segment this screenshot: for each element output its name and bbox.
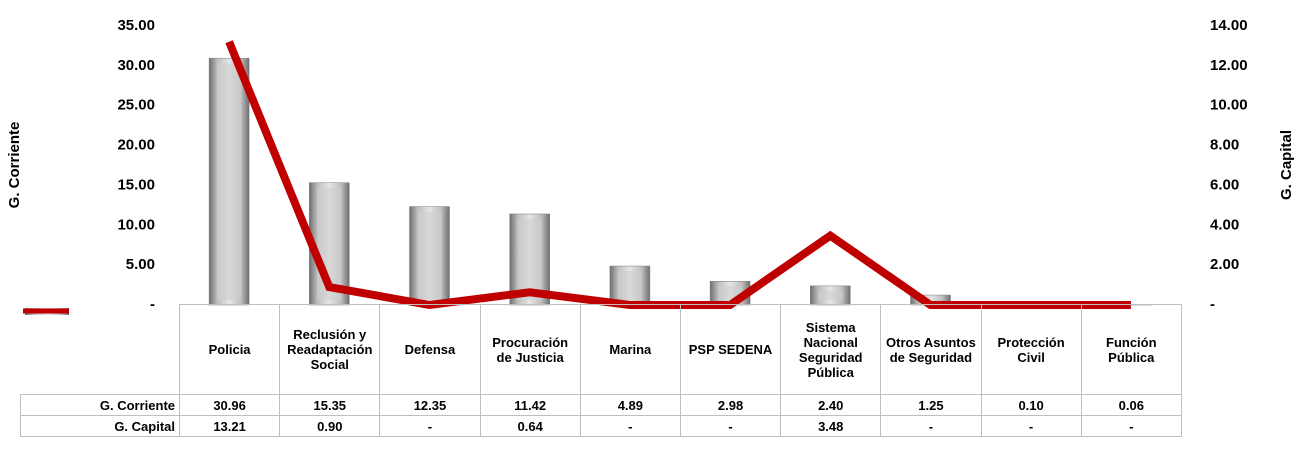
x-tick-label: Protección Civil xyxy=(980,304,1082,395)
y2-tick-label: 2.00 xyxy=(1210,256,1239,273)
y2-tick-label: 12.00 xyxy=(1210,57,1248,74)
data-label: - xyxy=(880,415,982,437)
y-tick-label: - xyxy=(150,296,155,313)
data-label: - xyxy=(1080,415,1182,437)
y2-tick-label: - xyxy=(1210,296,1215,313)
data-label: 12.35 xyxy=(379,394,481,416)
y-tick-label: 35.00 xyxy=(117,17,155,34)
bar-bevel xyxy=(617,271,642,300)
bar-bevel xyxy=(217,63,242,300)
y2-tick-label: 4.00 xyxy=(1210,216,1239,233)
bar-bevel xyxy=(818,290,843,300)
data-label: 3.48 xyxy=(780,415,882,437)
data-label: 4.89 xyxy=(579,394,681,416)
line xyxy=(225,40,1131,310)
y-axis-title: G. Corriente xyxy=(6,122,23,209)
legend-icon xyxy=(22,308,69,313)
legend-entry: G. Capital xyxy=(20,308,180,437)
y2-tick-label: 8.00 xyxy=(1210,137,1239,154)
data-label: - xyxy=(980,415,1082,437)
data-label: 0.64 xyxy=(479,415,581,437)
data-label: 13.21 xyxy=(178,415,281,437)
data-label: - xyxy=(679,415,782,437)
data-label: - xyxy=(379,415,481,437)
x-tick-label: Policia xyxy=(178,304,281,395)
bar-bevel xyxy=(417,211,442,300)
row: G. Capital 13.21 0.90-0.64- -3.48- - - xyxy=(20,308,1182,437)
x-tick-label: Función Pública xyxy=(1080,304,1182,395)
legend-entry: G. Corriente xyxy=(20,307,180,416)
x-tick-label: Otros Asuntos de Seguridad xyxy=(880,304,982,395)
x-tick-label: Reclusión y Readaptación Social xyxy=(279,304,381,395)
x-tick-label: Marina xyxy=(579,304,681,395)
row: G. Corriente 30.96 15.35 12.35 11.42 4.89 2.98… xyxy=(20,307,1182,416)
data-label: 2.40 xyxy=(780,394,882,416)
row: Policia Reclusión y Readaptación Social De… xyxy=(21,304,1182,395)
y-tick-label: 5.00 xyxy=(126,256,155,273)
data-label: 15.35 xyxy=(279,394,381,416)
y-tick-label: 25.00 xyxy=(117,97,155,114)
x-tick-label: Defensa xyxy=(379,304,481,395)
x-tick-label: PSP SEDENA xyxy=(679,304,782,395)
legend-label: G. Capital xyxy=(114,418,175,434)
y-tick-label: 20.00 xyxy=(117,137,155,154)
y2-tick-label: 6.00 xyxy=(1210,176,1239,193)
data-label: 2.98 xyxy=(679,394,782,416)
data-label: 0.06 xyxy=(1080,394,1182,416)
data-label: 0.10 xyxy=(980,394,1082,416)
y2-tick-label: 10.00 xyxy=(1210,97,1248,114)
data-label: 0.90 xyxy=(279,415,381,437)
y2-tick-label: 14.00 xyxy=(1210,17,1248,34)
legend-label: G. Corriente xyxy=(99,397,175,413)
data-label: 11.42 xyxy=(479,394,581,416)
y-tick-label: 15.00 xyxy=(117,176,155,193)
data-label: - xyxy=(579,415,681,437)
data-label: 30.96 xyxy=(178,394,281,416)
x-tick-label: Sistema Nacional Seguridad Pública xyxy=(780,304,882,395)
bar-bevel xyxy=(517,218,542,300)
data-label: 1.25 xyxy=(880,394,982,416)
x-tick-label: Procuración de Justicia xyxy=(479,304,581,395)
y-tick-label: 30.00 xyxy=(117,57,155,74)
corner xyxy=(21,305,180,395)
data-table: Policia Reclusión y Readaptación Social De… xyxy=(20,304,1182,437)
y2-axis-title: G. Capital xyxy=(1278,130,1295,200)
y-tick-label: 10.00 xyxy=(117,216,155,233)
